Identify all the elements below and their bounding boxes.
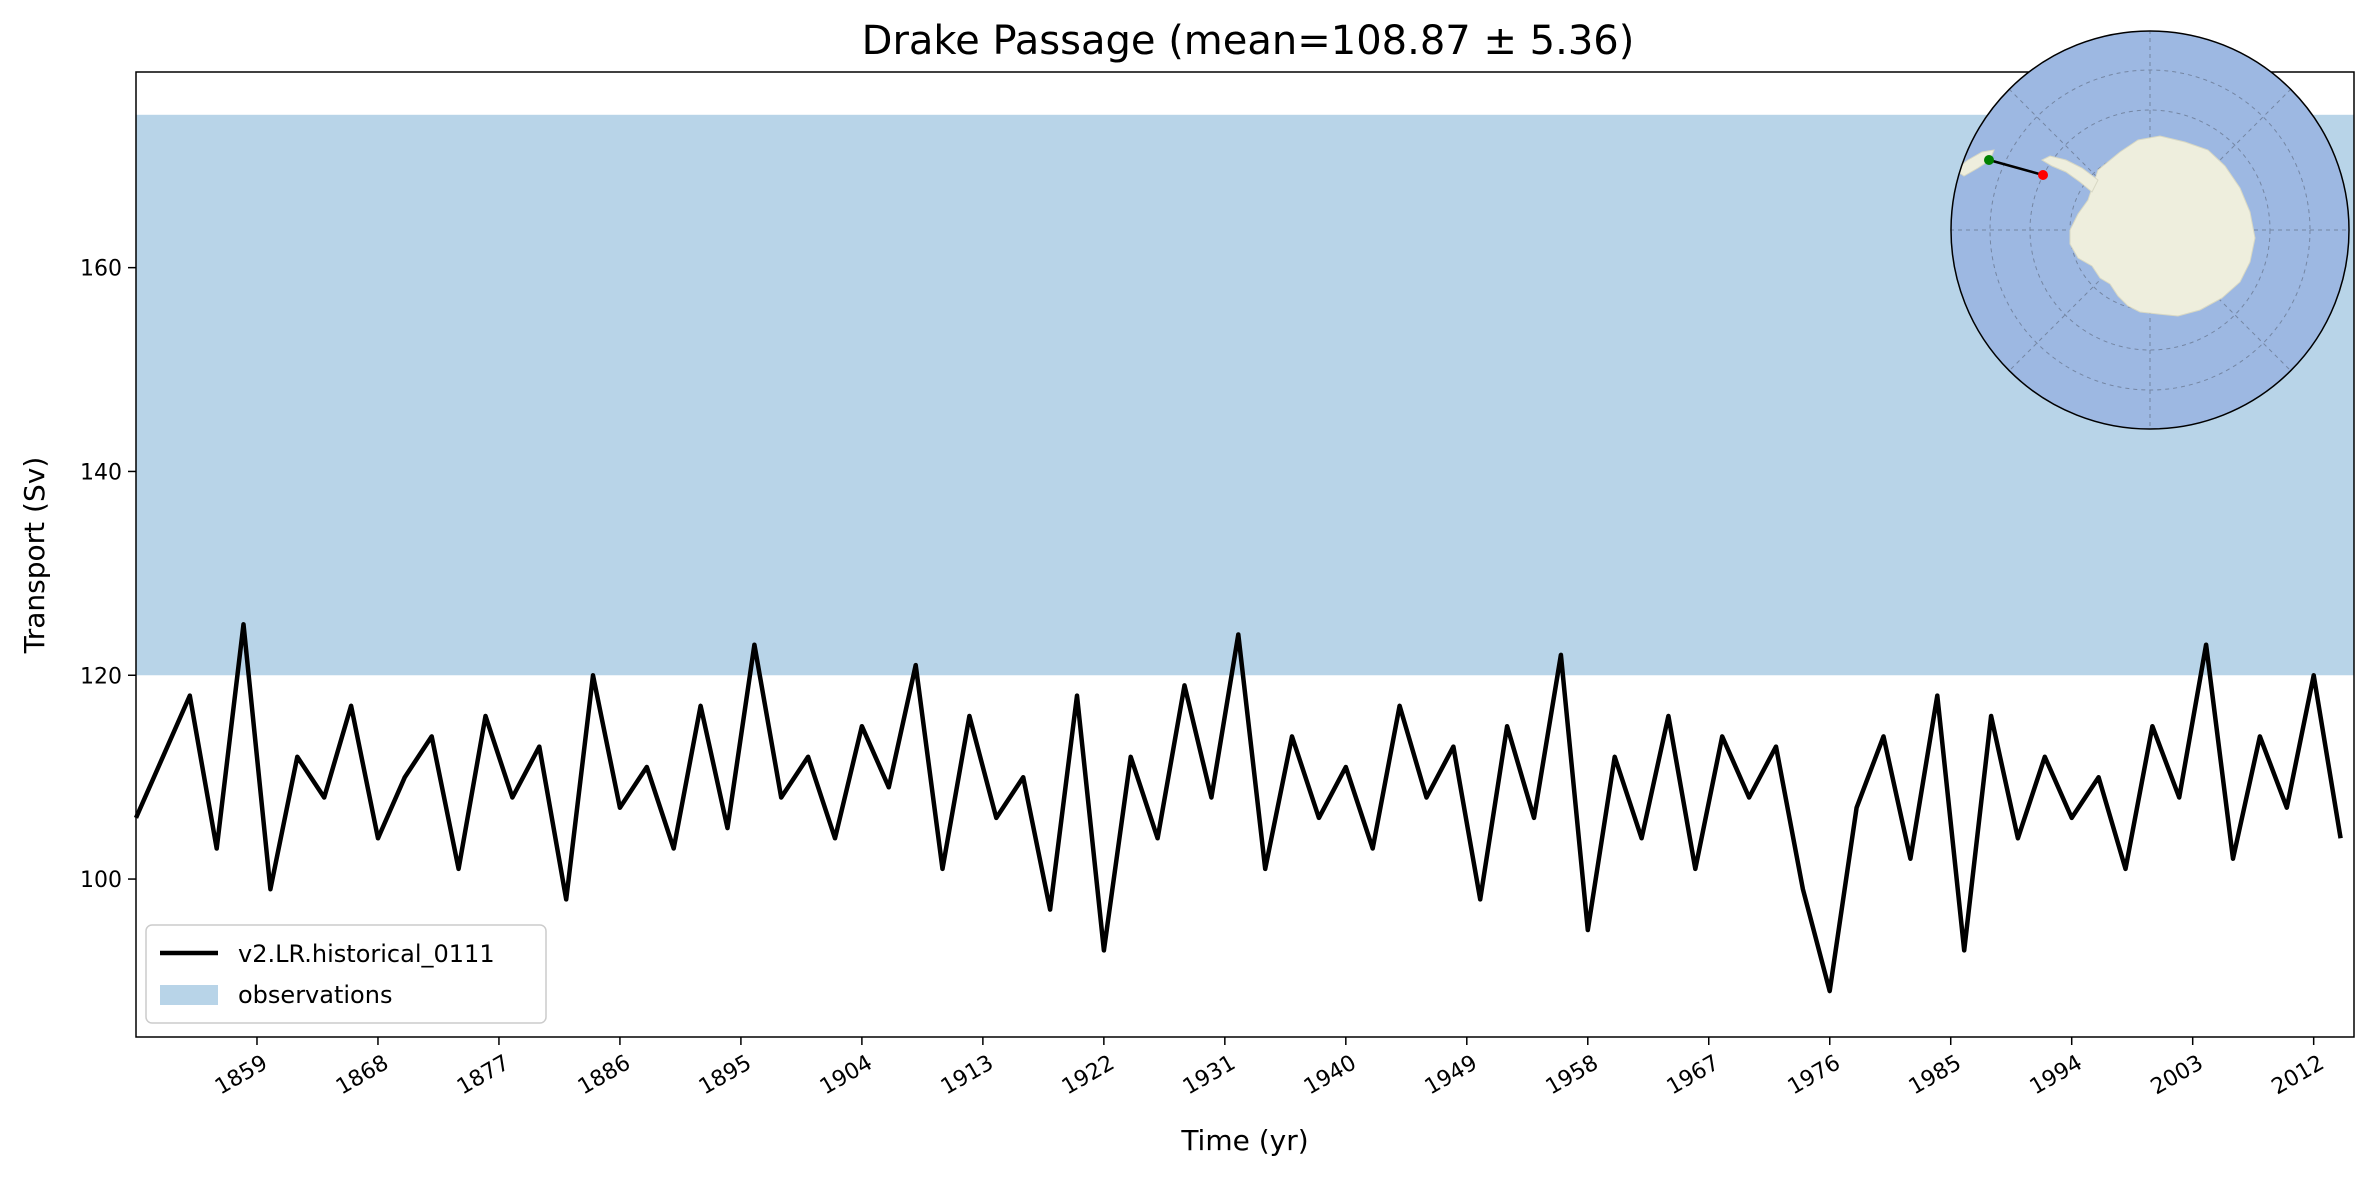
x-tick-label: 1931 <box>1179 1051 1240 1101</box>
y-tick-label: 120 <box>80 664 122 689</box>
x-axis-label: Time (yr) <box>1180 1124 1308 1157</box>
x-tick-label: 1976 <box>1784 1051 1845 1101</box>
inset-map <box>1950 30 2350 430</box>
x-tick-label: 1949 <box>1421 1051 1482 1101</box>
inset-map-antarctica <box>2069 135 2256 317</box>
x-tick-label: 1958 <box>1542 1051 1603 1101</box>
y-tick-label: 100 <box>80 868 122 893</box>
legend-label-observations: observations <box>238 981 392 1009</box>
x-tick-label: 1913 <box>937 1051 998 1101</box>
x-tick-label: 1886 <box>574 1051 635 1101</box>
x-tick-label: 1940 <box>1300 1051 1361 1101</box>
y-axis-label: Transport (Sv) <box>18 457 51 654</box>
x-tick-label: 1859 <box>211 1051 272 1101</box>
legend-band-swatch <box>160 985 218 1005</box>
x-tick-label: 1922 <box>1058 1051 1119 1101</box>
inset-map-start-marker <box>1984 155 1994 165</box>
legend: v2.LR.historical_0111 observations <box>145 924 547 1024</box>
x-axis-ticks: 1859 1868 1877 1886 1895 1904 1913 1922 1931 1940… <box>211 1037 2329 1100</box>
legend-label-series: v2.LR.historical_0111 <box>238 940 495 968</box>
inset-map-border <box>1950 30 2350 430</box>
plot-frame <box>135 71 2355 1038</box>
x-tick-label: 1904 <box>816 1051 877 1101</box>
legend-box <box>145 924 547 1024</box>
chart-title: Drake Passage (mean=108.87 ± 5.36) <box>862 18 1635 64</box>
x-tick-label: 1895 <box>695 1051 756 1101</box>
x-tick-label: 1967 <box>1663 1051 1724 1101</box>
x-tick-label: 2003 <box>2147 1051 2208 1101</box>
series-line-0 <box>133 622 2343 994</box>
y-tick-label: 160 <box>80 257 122 282</box>
inset-map-south-america <box>1954 149 1995 177</box>
x-tick-label: 2012 <box>2268 1051 2329 1101</box>
x-tick-label: 1868 <box>332 1051 393 1101</box>
x-tick-label: 1877 <box>453 1051 514 1101</box>
inset-map-end-marker <box>2038 170 2048 180</box>
inset-map-peninsula <box>2040 155 2099 193</box>
series-layer <box>133 622 2343 994</box>
inset-map-transect <box>1988 158 2044 177</box>
y-axis-ticks: 100 120 140 160 <box>80 257 136 893</box>
x-tick-label: 1985 <box>1905 1051 1966 1101</box>
x-tick-label: 1994 <box>2026 1051 2087 1101</box>
y-tick-label: 140 <box>80 460 122 485</box>
